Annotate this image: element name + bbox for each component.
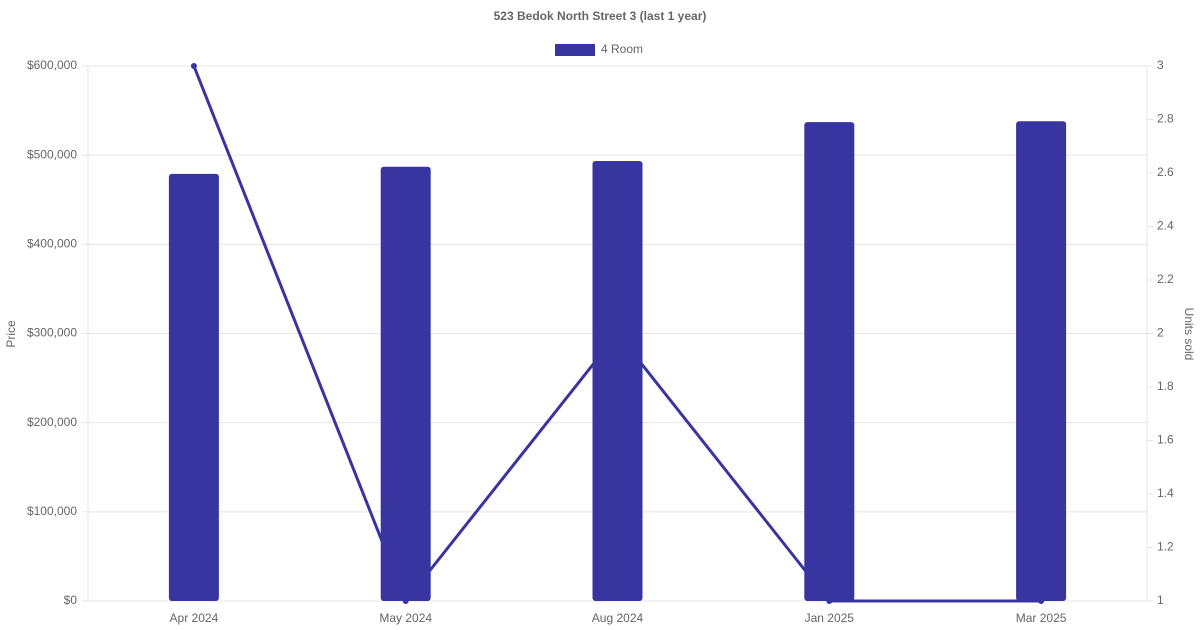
y2-axis-label: Units sold — [1182, 308, 1196, 361]
y2-tick-label: 1.4 — [1157, 486, 1174, 500]
y-tick-label: $400,000 — [27, 237, 77, 251]
x-tick-label: Aug 2024 — [592, 611, 644, 625]
point — [1038, 598, 1045, 604]
bar — [592, 160, 643, 601]
y2-tick-label: 2.8 — [1157, 112, 1174, 126]
y2-tick-label: 2.6 — [1157, 165, 1174, 179]
bar — [380, 166, 431, 601]
y2-tick-label: 1 — [1157, 593, 1164, 607]
legend-swatch — [555, 44, 595, 56]
x-tick-label: Mar 2025 — [1016, 611, 1067, 625]
point — [826, 598, 833, 604]
bar — [168, 173, 219, 601]
chart-title: 523 Bedok North Street 3 (last 1 year) — [494, 9, 707, 23]
point — [190, 63, 197, 69]
bar — [1016, 121, 1067, 602]
y-tick-label: $0 — [64, 593, 78, 607]
x-tick-label: May 2024 — [379, 611, 432, 625]
point — [402, 598, 409, 604]
x-tick-label: Apr 2024 — [170, 611, 219, 625]
y2-tick-label: 3 — [1157, 58, 1164, 72]
point — [614, 330, 621, 337]
y2-tick-label: 2 — [1157, 326, 1164, 340]
bar — [804, 122, 855, 602]
y2-tick-label: 1.6 — [1157, 433, 1174, 447]
y2-tick-label: 1.8 — [1157, 379, 1174, 393]
x-tick-label: Jan 2025 — [805, 611, 855, 625]
y2-tick-label: 2.2 — [1157, 272, 1174, 286]
y-tick-label: $500,000 — [27, 147, 77, 161]
y2-tick-label: 2.4 — [1157, 219, 1174, 233]
y-tick-label: $600,000 — [27, 58, 77, 72]
legend-label: 4 Room — [601, 42, 643, 56]
y-tick-label: $300,000 — [27, 326, 77, 340]
y2-tick-label: 1.2 — [1157, 540, 1174, 554]
y-tick-label: $100,000 — [27, 504, 77, 518]
y-tick-label: $200,000 — [27, 415, 77, 429]
y-axis-label: Price — [4, 320, 18, 348]
